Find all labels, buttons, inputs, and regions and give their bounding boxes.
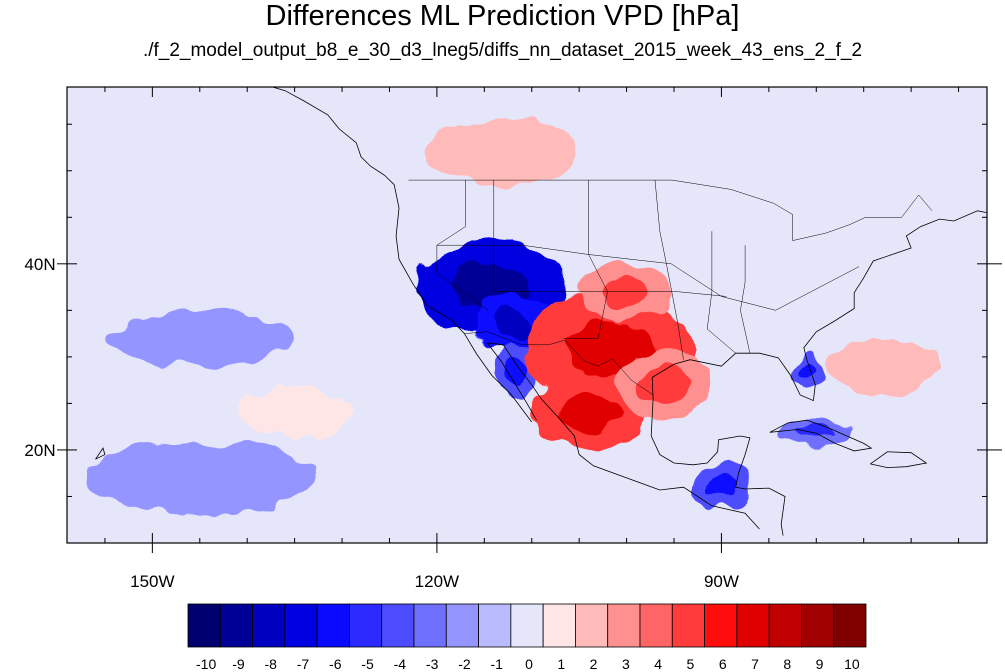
colorbar-swatch — [381, 603, 415, 648]
region-core-central-america-low — [707, 475, 736, 499]
colorbar-label: 10 — [844, 656, 860, 672]
colorbar-label: -6 — [329, 656, 342, 672]
state-line-e — [706, 231, 736, 354]
region-pacific-high — [237, 389, 352, 436]
bc-coast — [271, 87, 395, 185]
colorbar-label: 3 — [622, 656, 630, 672]
colorbar-swatch — [801, 603, 835, 648]
colorbar-swatch — [607, 603, 641, 648]
colorbar-swatch — [575, 603, 609, 648]
colorbar-swatch — [510, 603, 544, 648]
state-line-b — [493, 180, 727, 297]
y-tick-label: 20N — [24, 441, 55, 460]
state-line-g — [436, 180, 489, 311]
colorbar-label: 7 — [751, 656, 759, 672]
cuba-coast — [769, 419, 873, 452]
colorbar-swatch — [252, 603, 286, 648]
colorbar-label: -7 — [297, 656, 310, 672]
x-tick-label: 150W — [130, 572, 174, 591]
colorbar-label: -8 — [264, 656, 277, 672]
colorbar-swatch — [768, 603, 802, 648]
contour-fill-layer — [85, 119, 940, 516]
colorbar-label: 2 — [590, 656, 598, 672]
yucatan-coast — [650, 435, 786, 536]
colorbar-label: 1 — [557, 656, 565, 672]
us-canada-border — [408, 179, 933, 241]
colorbar-swatch — [349, 603, 383, 648]
colorbar-swatch — [736, 603, 770, 648]
us-mexico-border — [464, 331, 654, 396]
region-core-southwest-low — [493, 310, 532, 339]
region-core-florida-low — [799, 361, 814, 381]
colorbar-label: 9 — [816, 656, 824, 672]
colorbar: -10 -9 -8 -7 -6 -5 -4 -3 -2 -1 0 1 2 3 4 5 6 7 8 9 10 — [187, 603, 867, 672]
region-core-baja-low — [508, 356, 527, 385]
chart-subtitle: ./f_2_model_output_b8_e_30_d3_lneg5/diff… — [142, 40, 863, 61]
region-atlantic-high — [825, 338, 940, 395]
region-core-caribbean-low — [797, 424, 836, 439]
colorbar-label: -3 — [426, 656, 439, 672]
state-line-c — [564, 180, 608, 339]
colorbar-swatch — [316, 603, 350, 648]
region-pacific-low-1 — [85, 440, 314, 516]
colorbar-label: -10 — [196, 656, 216, 672]
x-tick-label: 90W — [704, 572, 739, 591]
colorbar-label: -9 — [232, 656, 245, 672]
x-tick-label: 120W — [415, 572, 459, 591]
hispaniola-coast — [870, 451, 928, 469]
state-line-f — [740, 245, 751, 354]
axis-ticks — [57, 87, 1002, 553]
region-pacific-low-2 — [104, 310, 295, 367]
colorbar-swatch — [187, 603, 221, 648]
colorbar-label: 0 — [525, 656, 533, 672]
colorbar-swatch — [833, 603, 867, 648]
colorbar-label: -4 — [394, 656, 407, 672]
coastline-layer — [95, 87, 987, 536]
colorbar-label: 4 — [654, 656, 662, 672]
colorbar-label: 5 — [687, 656, 695, 672]
colorbar-swatch — [284, 603, 318, 648]
axis-tick-labels: 150W 120W 90W 40N 20N — [24, 255, 739, 591]
colorbar-label: -1 — [490, 656, 503, 672]
colorbar-swatch — [542, 603, 576, 648]
gulf-coast — [650, 210, 987, 437]
chart-title: Differences ML Prediction VPD [hPa] — [265, 0, 740, 32]
state-line-d — [654, 180, 684, 360]
state-line-a — [436, 244, 860, 311]
colorbar-label: -2 — [458, 656, 471, 672]
baja-east-coast — [486, 342, 760, 530]
colorbar-swatch — [704, 603, 738, 648]
colorbar-swatch — [219, 603, 253, 648]
y-tick-label: 40N — [24, 255, 55, 274]
region-core-gulf-high — [640, 366, 689, 404]
colorbar-swatch — [413, 603, 447, 648]
plot-frame — [66, 86, 988, 544]
colorbar-swatch — [671, 603, 705, 648]
west-coast — [393, 184, 533, 423]
colorbar-swatch — [445, 603, 479, 648]
colorbar-label: 6 — [719, 656, 727, 672]
region-canada-high — [427, 119, 580, 185]
colorbar-label: -5 — [361, 656, 374, 672]
colorbar-label: 8 — [783, 656, 791, 672]
region-core-mexico-high — [560, 394, 618, 432]
colorbar-swatch — [639, 603, 673, 648]
colorbar-swatch — [478, 603, 512, 648]
hawaii-coast — [95, 447, 106, 460]
